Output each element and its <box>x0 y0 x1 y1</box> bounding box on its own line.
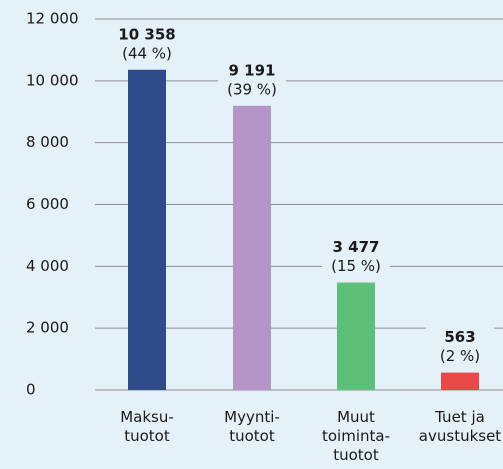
x-tick-label: Maksu- tuotot <box>120 408 174 445</box>
share-label: (15 %) <box>331 257 381 275</box>
bar <box>128 69 166 390</box>
y-tick-label: 6 000 <box>26 195 69 213</box>
share-label: (2 %) <box>440 347 480 365</box>
label-background <box>113 23 181 66</box>
y-tick-label: 4 000 <box>26 257 69 275</box>
x-tick-label: Muut toiminta- tuotot <box>322 408 390 464</box>
value-label: 10 358 <box>118 25 175 43</box>
label-background <box>218 59 286 102</box>
y-tick-label: 2 000 <box>26 319 69 337</box>
y-tick-label: 10 000 <box>26 71 79 89</box>
y-tick-label: 0 <box>26 381 36 399</box>
y-tick-label: 8 000 <box>26 133 69 151</box>
y-tick-label: 12 000 <box>26 10 79 28</box>
label-background <box>426 326 494 369</box>
bar <box>337 282 375 390</box>
bar <box>233 105 271 391</box>
x-tick-label: Tuet ja avustukset <box>418 408 502 445</box>
value-label: 3 477 <box>333 238 380 256</box>
x-tick-label: Myynti- tuotot <box>224 408 280 445</box>
bar <box>441 372 479 390</box>
value-label: 9 191 <box>229 61 276 79</box>
share-label: (44 %) <box>122 44 172 62</box>
value-label: 563 <box>444 328 475 346</box>
label-background <box>322 236 390 279</box>
share-label: (39 %) <box>227 80 277 98</box>
